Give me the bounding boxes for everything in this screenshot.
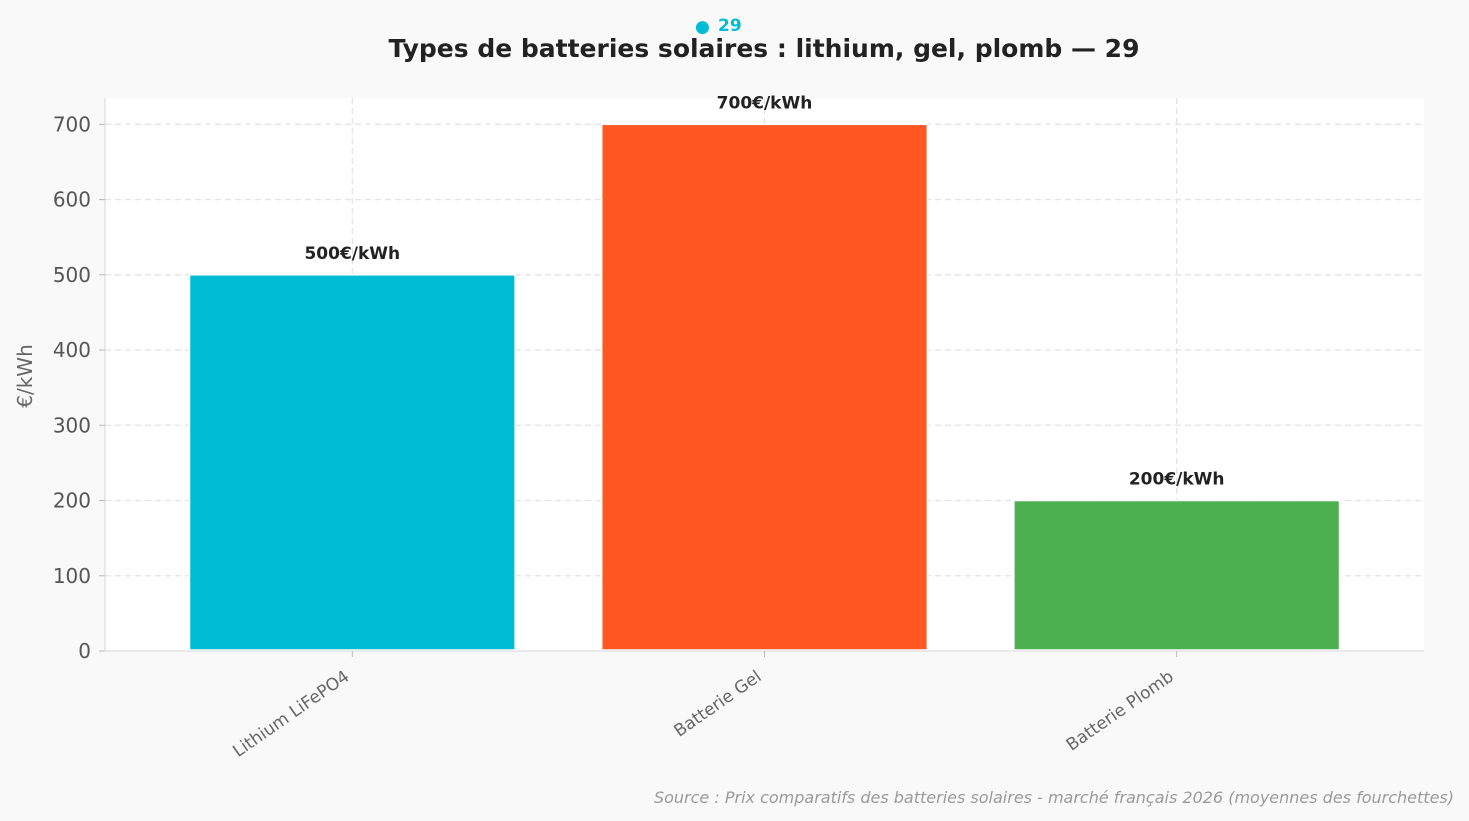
- y-tick-label: 400: [53, 338, 91, 362]
- badge-value: 29: [718, 16, 742, 36]
- y-axis-label: €/kWh: [13, 344, 37, 408]
- y-tick-label: 700: [53, 112, 91, 136]
- data-label: 700€/kWh: [717, 93, 813, 113]
- bars: [188, 123, 1341, 651]
- x-tick-label: Batterie Gel: [670, 667, 765, 742]
- data-label: 200€/kWh: [1129, 470, 1225, 490]
- chart-title: Types de batteries solaires : lithium, g…: [389, 34, 1140, 63]
- badge: ● 29: [695, 16, 742, 37]
- data-label: 500€/kWh: [304, 244, 400, 264]
- bar-3: [1013, 499, 1341, 651]
- y-tick-label: 0: [78, 639, 91, 663]
- y-tick-label: 100: [53, 564, 91, 588]
- y-tick-label: 200: [53, 489, 91, 513]
- y-tick-label: 600: [53, 188, 91, 212]
- x-tick-label: Batterie Plomb: [1063, 667, 1178, 756]
- bar-1: [188, 274, 516, 651]
- y-tick-label: 300: [53, 413, 91, 437]
- y-tick-labels: 0 100 200 300 400 500 600 700: [53, 112, 105, 663]
- source-note: Source : Prix comparatifs des batteries …: [654, 788, 1454, 807]
- bar-2: [600, 123, 929, 651]
- x-tick-labels: Lithium LiFePO4 Batterie Gel Batterie Plom…: [229, 651, 1178, 762]
- badge-dot-icon: ●: [695, 17, 710, 37]
- data-labels: 500€/kWh 700€/kWh 200€/kWh: [304, 93, 1224, 489]
- x-tick-label: Lithium LiFePO4: [229, 667, 353, 762]
- y-tick-label: 500: [53, 263, 91, 287]
